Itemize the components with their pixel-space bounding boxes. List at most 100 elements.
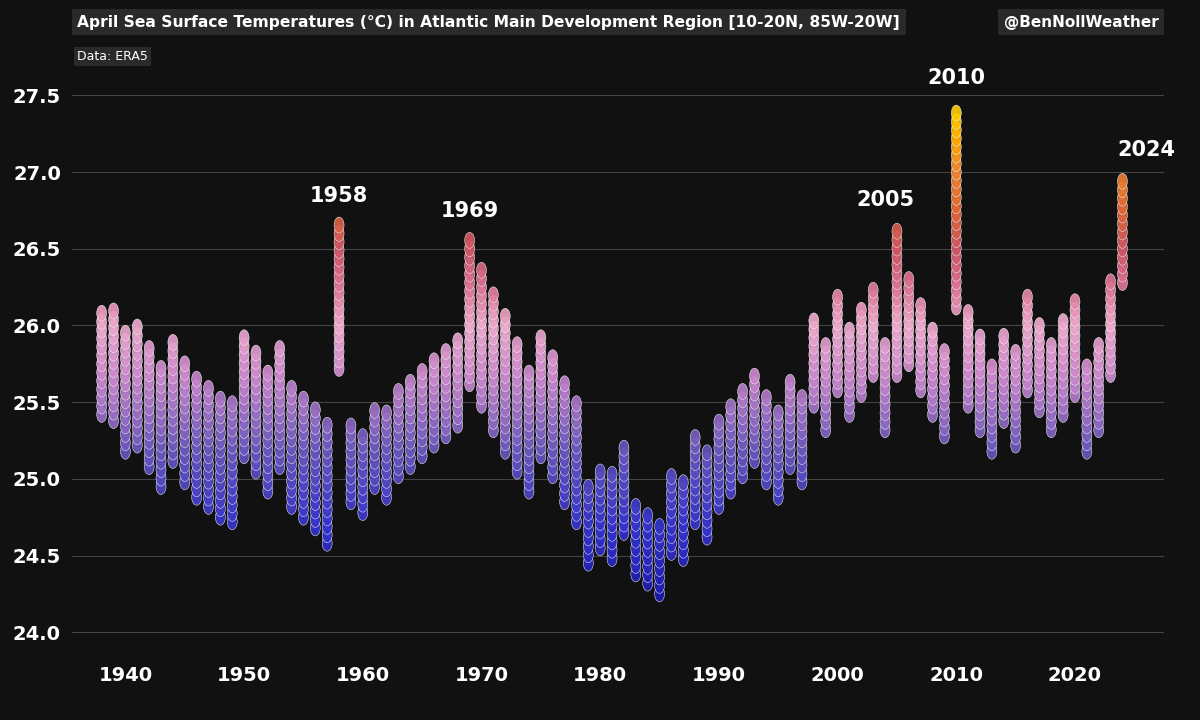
Ellipse shape: [215, 408, 226, 424]
Ellipse shape: [168, 351, 178, 367]
Ellipse shape: [323, 476, 332, 492]
Ellipse shape: [750, 444, 760, 460]
Ellipse shape: [809, 372, 818, 388]
Ellipse shape: [1058, 348, 1068, 364]
Ellipse shape: [892, 257, 902, 273]
Ellipse shape: [476, 346, 486, 363]
Ellipse shape: [512, 337, 522, 353]
Ellipse shape: [1010, 437, 1021, 453]
Ellipse shape: [1093, 372, 1104, 387]
Ellipse shape: [500, 410, 510, 426]
Ellipse shape: [761, 390, 772, 405]
Ellipse shape: [619, 508, 629, 523]
Ellipse shape: [418, 448, 427, 464]
Ellipse shape: [512, 455, 522, 471]
Ellipse shape: [880, 379, 890, 395]
Ellipse shape: [964, 321, 973, 337]
Ellipse shape: [299, 400, 308, 415]
Ellipse shape: [464, 283, 475, 299]
Ellipse shape: [1117, 224, 1128, 240]
Ellipse shape: [1117, 174, 1128, 189]
Ellipse shape: [785, 383, 796, 399]
Ellipse shape: [536, 439, 546, 455]
Ellipse shape: [916, 306, 925, 322]
Ellipse shape: [833, 382, 842, 398]
Ellipse shape: [464, 376, 475, 392]
Ellipse shape: [773, 405, 784, 421]
Ellipse shape: [311, 503, 320, 519]
Ellipse shape: [998, 404, 1009, 420]
Ellipse shape: [168, 419, 178, 435]
Ellipse shape: [382, 438, 391, 454]
Ellipse shape: [726, 467, 736, 482]
Ellipse shape: [904, 348, 913, 364]
Ellipse shape: [571, 455, 582, 471]
Ellipse shape: [524, 483, 534, 499]
Ellipse shape: [654, 527, 665, 543]
Ellipse shape: [607, 492, 617, 508]
Ellipse shape: [524, 474, 534, 490]
Ellipse shape: [370, 470, 379, 486]
Ellipse shape: [583, 513, 593, 529]
Ellipse shape: [583, 505, 593, 521]
Ellipse shape: [690, 480, 700, 496]
Ellipse shape: [1093, 346, 1104, 362]
Ellipse shape: [1093, 363, 1104, 379]
Ellipse shape: [476, 397, 486, 413]
Ellipse shape: [986, 367, 997, 383]
Ellipse shape: [108, 396, 119, 412]
Ellipse shape: [239, 364, 250, 379]
Ellipse shape: [666, 528, 677, 544]
Ellipse shape: [607, 542, 617, 558]
Ellipse shape: [120, 384, 131, 400]
Ellipse shape: [761, 432, 772, 448]
Ellipse shape: [500, 308, 510, 324]
Ellipse shape: [382, 472, 391, 488]
Ellipse shape: [97, 390, 107, 405]
Ellipse shape: [583, 521, 593, 537]
Ellipse shape: [1093, 405, 1104, 421]
Ellipse shape: [821, 338, 830, 354]
Ellipse shape: [714, 423, 724, 438]
Ellipse shape: [1093, 338, 1104, 354]
Ellipse shape: [1093, 422, 1104, 438]
Ellipse shape: [370, 462, 379, 477]
Ellipse shape: [215, 484, 226, 500]
Ellipse shape: [571, 480, 582, 496]
Text: 2010: 2010: [928, 68, 985, 88]
Ellipse shape: [916, 315, 925, 330]
Ellipse shape: [559, 418, 570, 434]
Ellipse shape: [547, 459, 558, 475]
Ellipse shape: [132, 412, 143, 428]
Ellipse shape: [1070, 353, 1080, 369]
Ellipse shape: [476, 271, 486, 287]
Ellipse shape: [382, 464, 391, 480]
Ellipse shape: [476, 338, 486, 354]
Ellipse shape: [108, 413, 119, 428]
Ellipse shape: [488, 295, 498, 311]
Ellipse shape: [833, 348, 842, 364]
Ellipse shape: [869, 341, 878, 357]
Ellipse shape: [1022, 382, 1032, 398]
Ellipse shape: [1058, 330, 1068, 346]
Ellipse shape: [559, 426, 570, 442]
Ellipse shape: [976, 346, 985, 362]
Ellipse shape: [464, 249, 475, 265]
Ellipse shape: [227, 438, 238, 454]
Ellipse shape: [132, 319, 143, 335]
Ellipse shape: [595, 498, 605, 513]
Ellipse shape: [192, 431, 202, 446]
Ellipse shape: [251, 438, 260, 454]
Ellipse shape: [430, 353, 439, 369]
Ellipse shape: [204, 414, 214, 430]
Ellipse shape: [97, 339, 107, 355]
Ellipse shape: [643, 533, 653, 549]
Ellipse shape: [215, 425, 226, 441]
Ellipse shape: [251, 379, 260, 395]
Ellipse shape: [952, 248, 961, 264]
Ellipse shape: [773, 490, 784, 505]
Ellipse shape: [180, 474, 190, 490]
Ellipse shape: [156, 361, 166, 377]
Ellipse shape: [964, 389, 973, 405]
Ellipse shape: [536, 431, 546, 447]
